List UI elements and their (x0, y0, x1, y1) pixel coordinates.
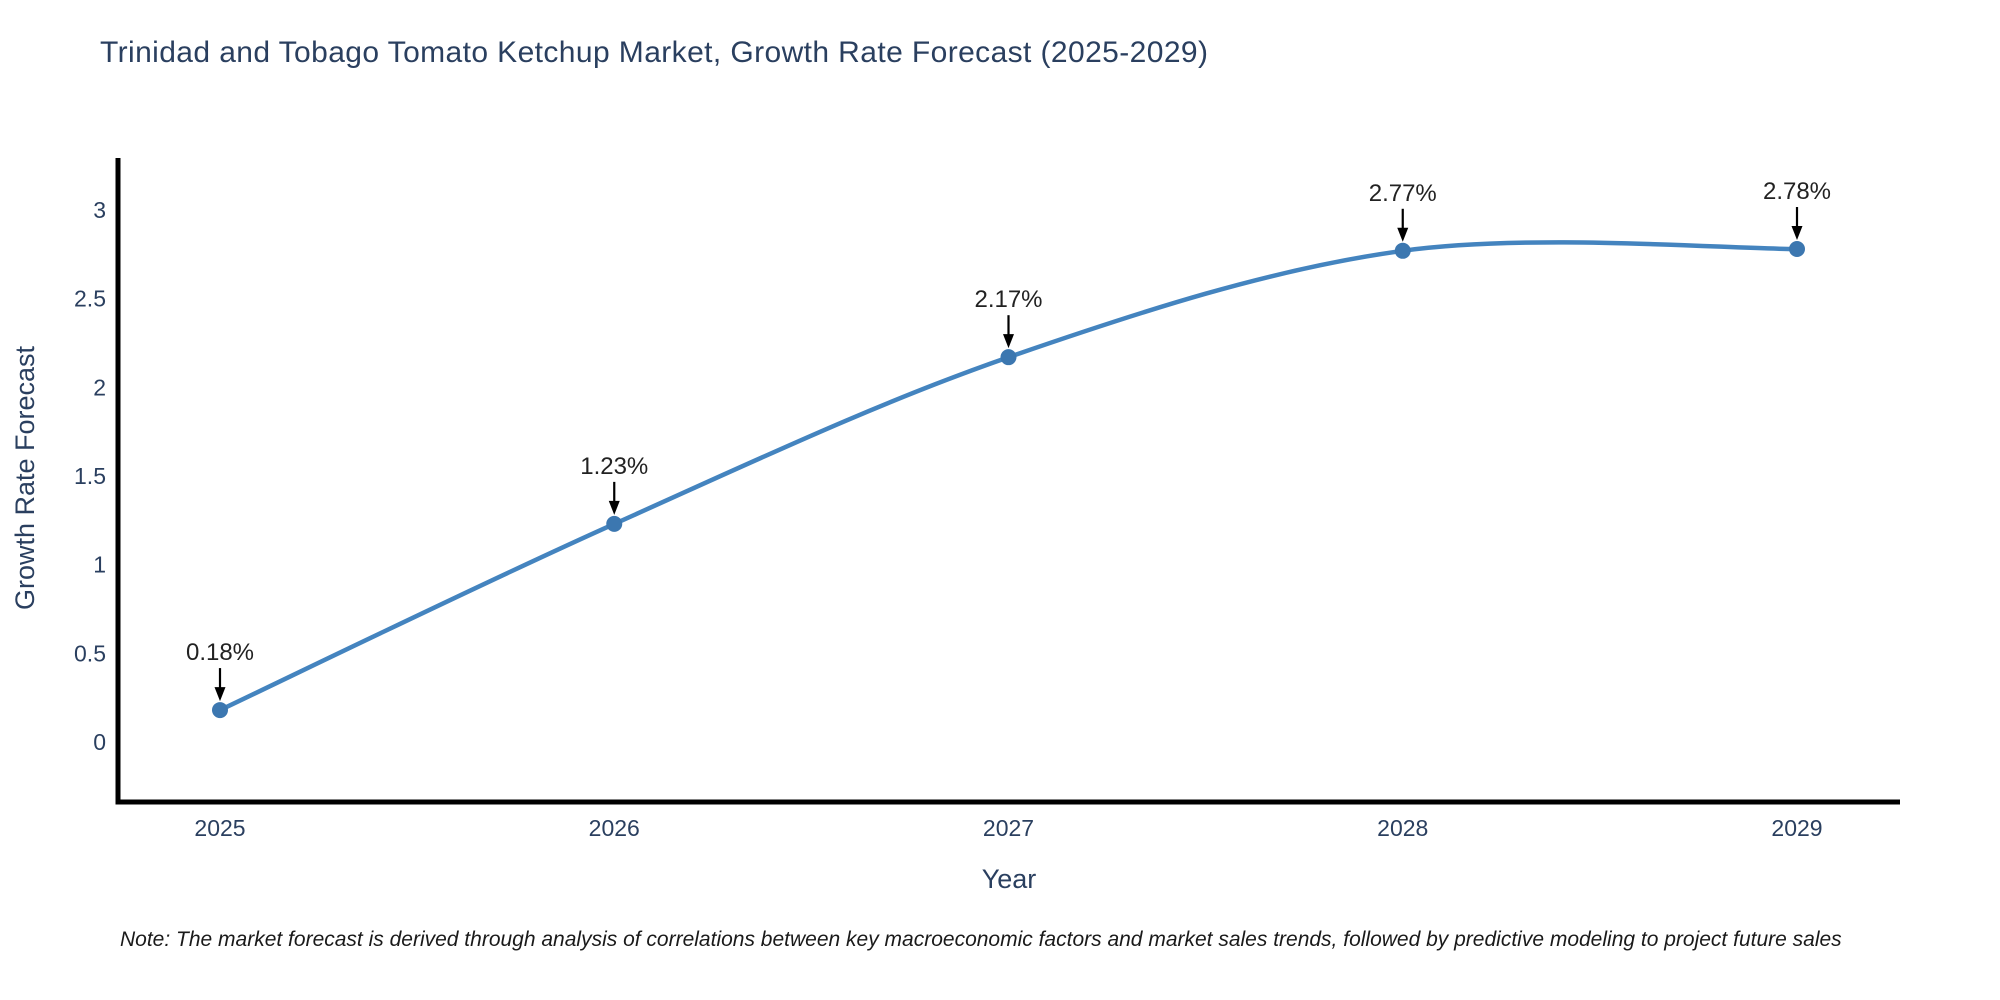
data-point[interactable] (1394, 242, 1411, 259)
point-value-label: 2.78% (1763, 178, 1831, 205)
point-value-label: 2.77% (1369, 180, 1437, 207)
y-axis-title: Growth Rate Forecast (10, 345, 40, 610)
annotation-arrow-head (608, 500, 620, 515)
footnote: Note: The market forecast is derived thr… (120, 928, 1842, 951)
x-tick-label: 2027 (983, 815, 1034, 841)
annotation-arrow-head (1791, 226, 1803, 241)
y-tick-label: 1.5 (74, 463, 106, 489)
x-axis-title: Year (982, 864, 1037, 894)
y-tick-label: 1 (93, 552, 106, 578)
point-value-label: 0.18% (186, 639, 254, 666)
y-tick-label: 3 (93, 197, 106, 223)
y-tick-label: 0.5 (74, 640, 106, 666)
x-tick-label: 2029 (1771, 815, 1822, 841)
data-point[interactable] (1789, 241, 1805, 258)
chart-title: Trinidad and Tobago Tomato Ketchup Marke… (100, 36, 1209, 69)
data-point[interactable] (212, 702, 228, 719)
data-point[interactable] (1000, 349, 1017, 366)
point-value-label: 1.23% (580, 453, 648, 480)
data-point[interactable] (606, 515, 623, 532)
annotation-arrow-head (1003, 334, 1014, 349)
annotation-arrow-head (214, 687, 226, 702)
x-tick-label: 2025 (194, 815, 245, 841)
y-tick-label: 0 (93, 729, 106, 755)
x-tick-label: 2026 (589, 815, 640, 841)
point-value-label: 2.17% (974, 286, 1042, 313)
annotation-arrow-head (1397, 227, 1409, 242)
y-tick-label: 2.5 (74, 286, 106, 312)
y-tick-label: 2 (93, 374, 106, 400)
x-tick-label: 2028 (1377, 815, 1428, 841)
